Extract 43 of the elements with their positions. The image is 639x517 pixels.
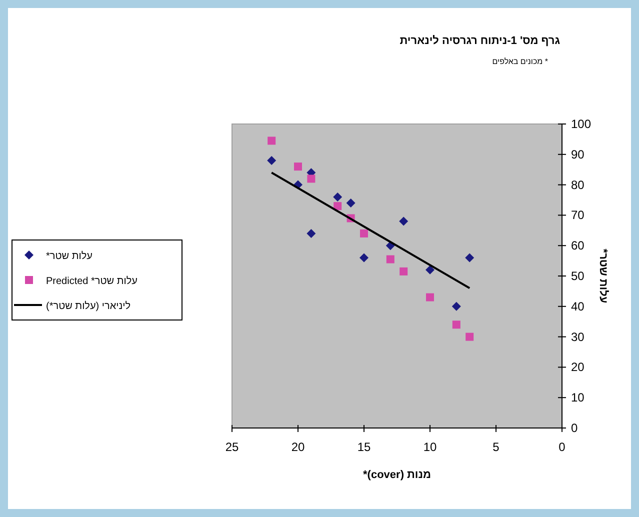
x-tick-label: 25 bbox=[225, 440, 239, 454]
point bbox=[465, 253, 474, 262]
y-tick-label: 0 bbox=[571, 421, 578, 435]
point bbox=[346, 198, 356, 208]
legend-label: עלות שטר* Predicted bbox=[46, 275, 138, 287]
point bbox=[268, 136, 276, 145]
point bbox=[267, 156, 276, 165]
y-tick-label: 70 bbox=[571, 208, 585, 222]
point bbox=[360, 229, 368, 238]
y-tick-label: 30 bbox=[571, 330, 585, 344]
point bbox=[360, 253, 368, 262]
y-axis-title: עלות שטר* bbox=[597, 248, 609, 304]
point bbox=[466, 332, 474, 341]
point bbox=[333, 192, 342, 202]
point bbox=[452, 320, 460, 329]
point bbox=[426, 293, 434, 302]
y-tick-label: 60 bbox=[571, 238, 585, 253]
point bbox=[399, 216, 408, 226]
point bbox=[307, 174, 316, 183]
legend-label: ליניארי (עלות שטר*) bbox=[46, 300, 131, 312]
point bbox=[452, 302, 461, 311]
y-tick-label: 80 bbox=[571, 178, 585, 192]
point bbox=[334, 202, 342, 210]
point bbox=[386, 255, 394, 264]
y-tick-label: 10 bbox=[571, 390, 585, 405]
point bbox=[426, 265, 434, 274]
y-tick-label: 90 bbox=[571, 147, 585, 162]
y-tick-label: 20 bbox=[571, 360, 585, 374]
legend-label: עלות שטר* bbox=[46, 250, 93, 262]
x-tick-label: 10 bbox=[423, 440, 437, 454]
y-tick-label: 50 bbox=[571, 269, 585, 283]
chart-title: גרף מס' 1-ניתוח רגרסיה לינארית bbox=[400, 35, 560, 47]
point bbox=[306, 228, 316, 238]
x-axis-title: מנות (cover)* bbox=[363, 469, 431, 481]
point bbox=[294, 162, 302, 171]
x-tick-label: 15 bbox=[357, 440, 371, 454]
y-tick-label: 40 bbox=[571, 299, 585, 314]
x-tick-label: 0 bbox=[558, 440, 566, 454]
point bbox=[400, 267, 408, 276]
x-tick-label: 20 bbox=[291, 440, 305, 454]
x-tick-label: 5 bbox=[492, 440, 500, 454]
y-tick-label: 100 bbox=[571, 117, 592, 131]
chart-subtitle: * מכונים באלפים bbox=[492, 57, 548, 66]
